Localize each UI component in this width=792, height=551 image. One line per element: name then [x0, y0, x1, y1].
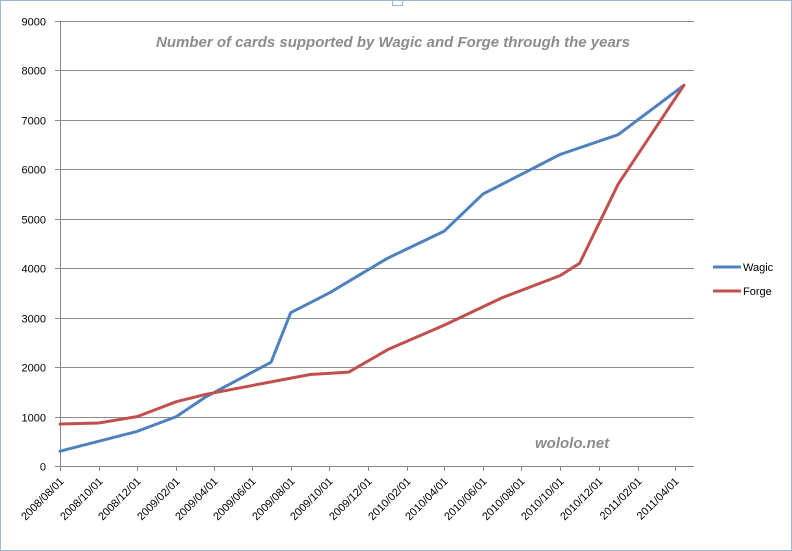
y-axis-ticks: 0 1000 2000 3000 4000 5000 6000 7000 8000 9000: [22, 17, 46, 474]
y-tick-label: 8000: [22, 66, 46, 78]
legend: Wagic Forge: [713, 262, 774, 298]
y-tick-label: 7000: [22, 116, 46, 128]
y-tick-label: 3000: [22, 314, 46, 326]
y-tick-label: 2000: [22, 363, 46, 375]
series-lines: [58, 83, 686, 453]
legend-label-forge: Forge: [743, 286, 772, 298]
y-tick-label: 6000: [22, 165, 46, 177]
watermark-text: wololo.net: [535, 435, 610, 452]
y-tick-label: 5000: [22, 215, 46, 227]
y-tick-label: 0: [40, 462, 46, 474]
series-line-wagic: [58, 83, 686, 453]
x-axis-ticks: 2008/08/012008/10/012008/12/012009/02/01…: [19, 476, 681, 523]
y-tick-label: 4000: [22, 264, 46, 276]
series-line-forge: [58, 83, 686, 426]
gridlines: [60, 21, 694, 418]
resize-handle[interactable]: [392, 1, 403, 6]
y-tick-label: 1000: [22, 413, 46, 425]
legend-label-wagic: Wagic: [743, 262, 774, 274]
y-tick-label: 9000: [22, 17, 46, 29]
axes: [55, 21, 694, 471]
chart-title: Number of cards supported by Wagic and F…: [156, 34, 630, 51]
